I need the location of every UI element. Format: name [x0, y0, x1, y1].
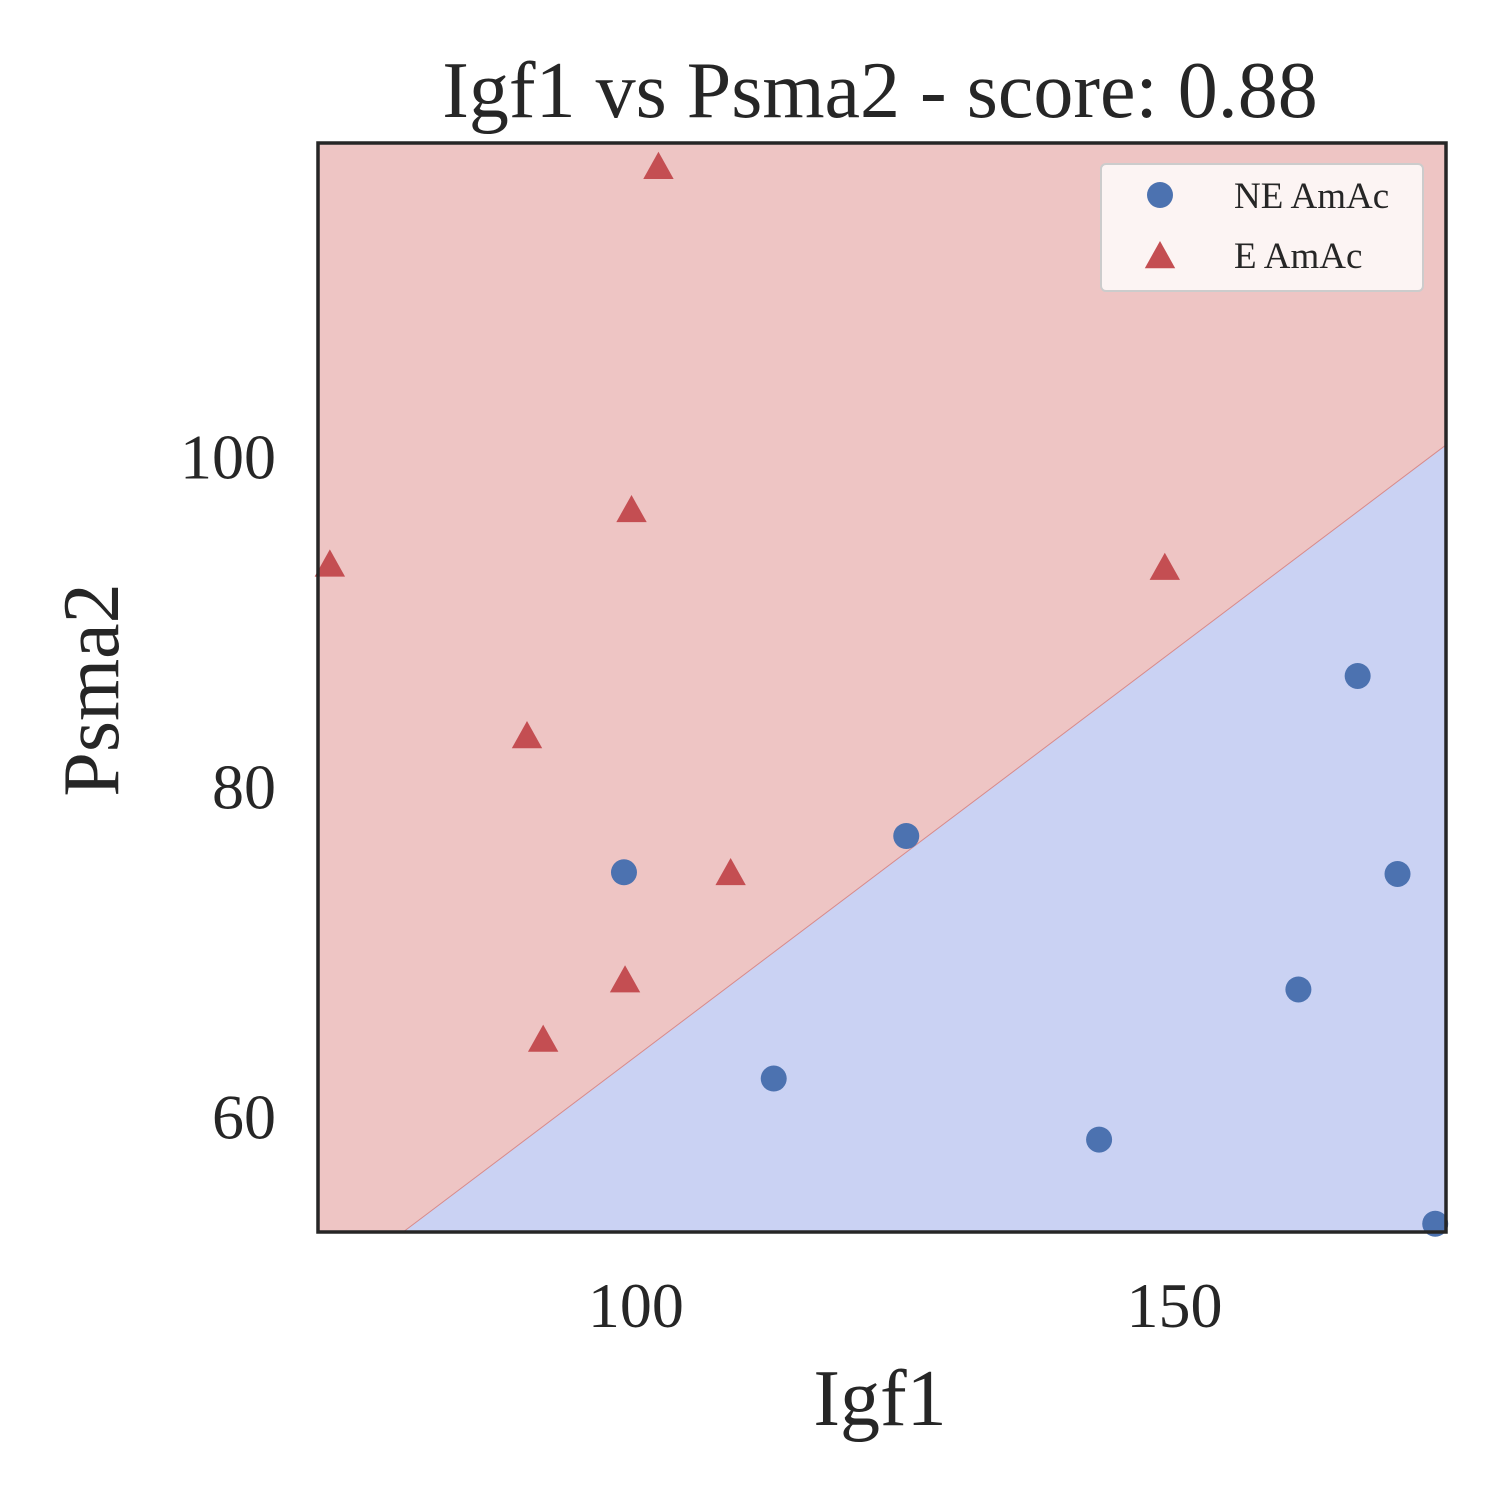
- y-tick-labels: 60 80 100: [180, 422, 276, 1153]
- x-axis-label: Igf1: [813, 1355, 946, 1443]
- plot-area: [314, 143, 1449, 1237]
- e-amac-point-4: [616, 494, 647, 523]
- legend: NE AmAc E AmAc: [1100, 163, 1424, 292]
- legend-marker-ne-amac: [1147, 182, 1173, 208]
- data-points: [314, 151, 1449, 1237]
- x-tick-label-150: 150: [1127, 1270, 1223, 1341]
- chart-title: Igf1 vs Psma2 - score: 0.88: [442, 47, 1317, 135]
- ne-amac-point-0: [610, 859, 637, 886]
- x-tick-label-100: 100: [588, 1270, 684, 1341]
- ne-amac-point-5: [1344, 662, 1371, 689]
- y-tick-label-60: 60: [212, 1082, 276, 1153]
- ne-amac-point-6: [1384, 860, 1411, 887]
- ne-amac-point-4: [1285, 976, 1312, 1003]
- e-amac-point-2: [527, 1024, 559, 1052]
- legend-label-e-amac: E AmAc: [1234, 236, 1362, 277]
- axes-frame: [316, 141, 1448, 1234]
- e-amac-point-1: [511, 721, 543, 749]
- y-tick-label-100: 100: [180, 422, 276, 493]
- region-e-amac: [318, 143, 1446, 1232]
- legend-label-ne-amac: NE AmAc: [1234, 176, 1389, 217]
- ne-amac-point-2: [893, 823, 920, 849]
- e-amac-point-6: [715, 857, 746, 886]
- y-tick-label-80: 80: [212, 752, 276, 823]
- decision-boundary-line: [402, 444, 1447, 1233]
- legend-box: [1100, 163, 1424, 292]
- legend-marker-e-amac: [1144, 241, 1176, 269]
- ne-amac-point-1: [760, 1065, 787, 1092]
- ne-amac-point-3: [1086, 1126, 1113, 1153]
- y-axis-label: Psma2: [48, 583, 136, 796]
- x-tick-labels: 100 150: [588, 1270, 1223, 1341]
- e-amac-point-7: [1149, 552, 1181, 580]
- e-amac-point-0: [314, 549, 346, 577]
- e-amac-point-3: [609, 965, 641, 993]
- e-amac-point-5: [643, 151, 674, 179]
